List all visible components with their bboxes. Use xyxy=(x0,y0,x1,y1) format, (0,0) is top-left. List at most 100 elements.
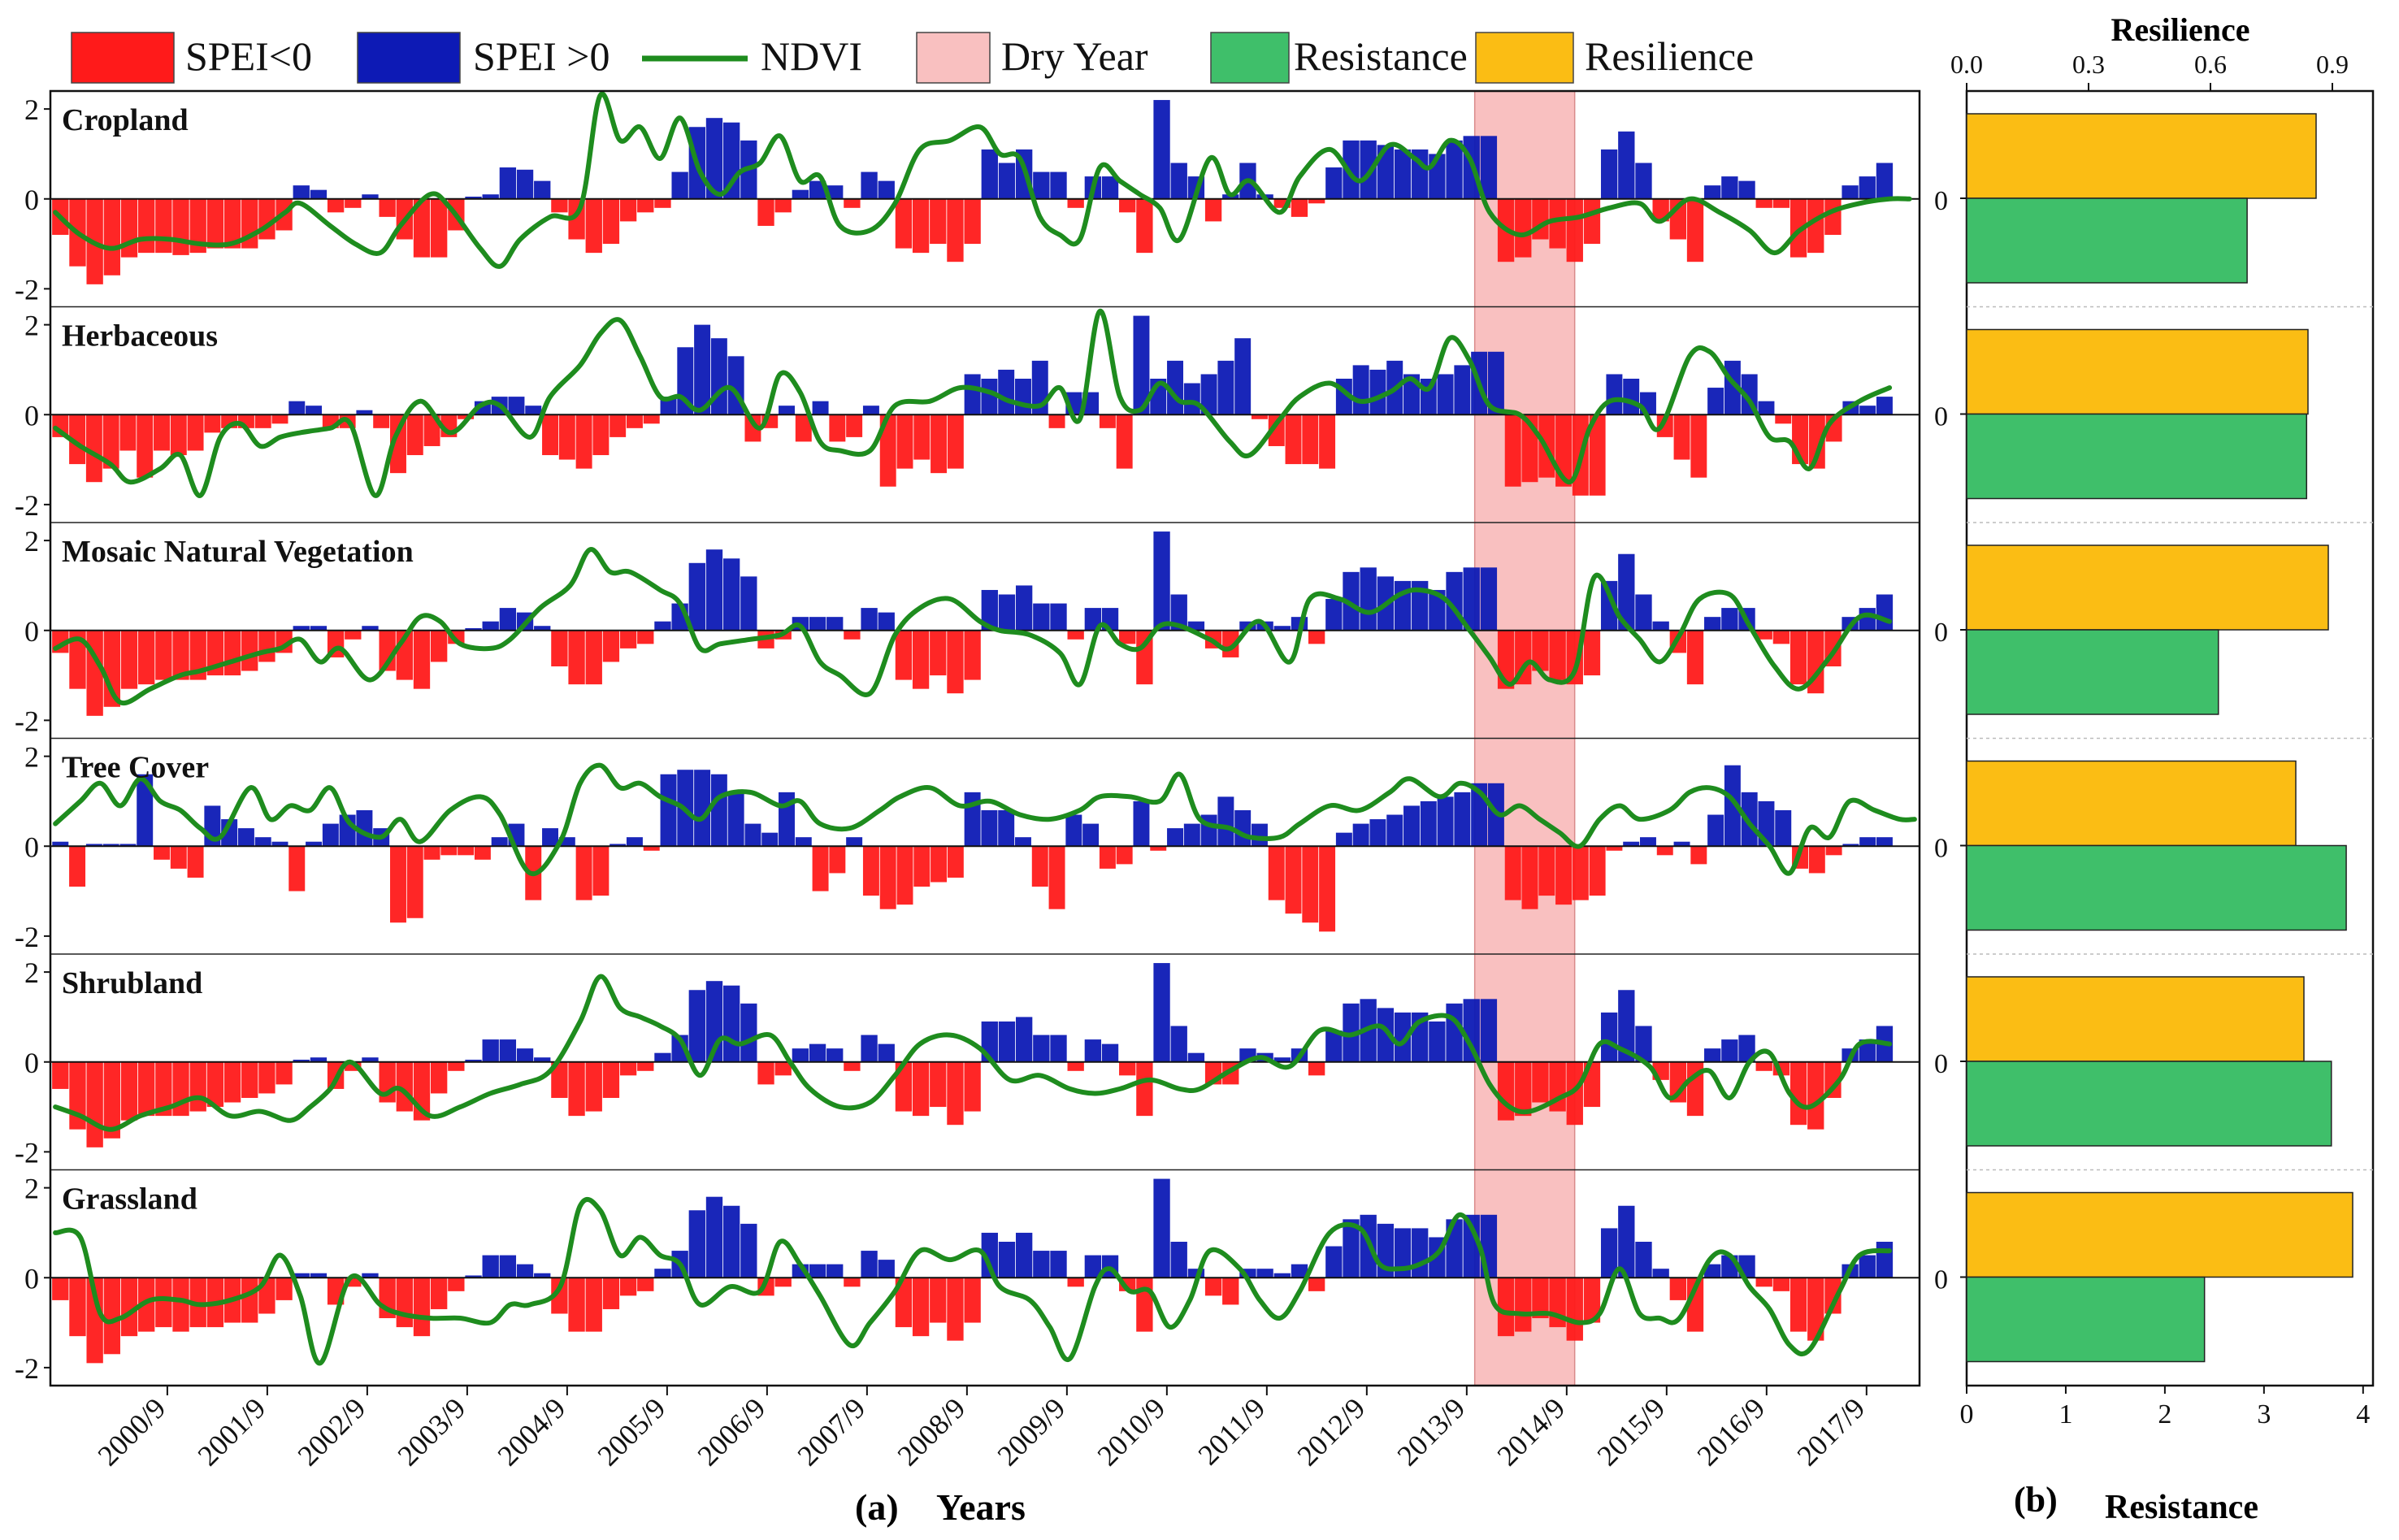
spei-bar xyxy=(1251,414,1268,419)
spei-bar xyxy=(1686,630,1704,685)
spei-bar xyxy=(120,198,138,258)
spei-bar xyxy=(1876,594,1894,631)
resistance-bar xyxy=(1966,1061,2332,1147)
spei-bar xyxy=(271,841,288,847)
spei-bar xyxy=(744,823,761,847)
spei-bar xyxy=(189,1061,206,1112)
spei-bar xyxy=(947,630,964,694)
spei-bar xyxy=(626,414,643,428)
spei-bar xyxy=(69,630,86,689)
spei-bar xyxy=(482,1039,499,1062)
spei-bar xyxy=(389,846,406,923)
y-tick-label: -2 xyxy=(15,921,39,953)
spei-bar xyxy=(1325,1030,1343,1062)
spei-bar xyxy=(947,846,964,878)
spei-bar xyxy=(345,198,362,208)
zero-label: 0 xyxy=(1934,1265,1948,1295)
spei-bar xyxy=(1497,1061,1515,1121)
spei-bar xyxy=(406,414,423,456)
spei-bar xyxy=(1859,406,1876,415)
x-tick-label: 2004/9 xyxy=(492,1391,572,1472)
spei-bar xyxy=(1343,571,1360,631)
spei-bar xyxy=(1707,814,1724,847)
y-tick-label: -2 xyxy=(15,489,39,522)
spei-bar xyxy=(1031,846,1048,887)
spei-bar xyxy=(1772,1278,1790,1291)
spei-bar xyxy=(431,1278,448,1309)
spei-bar xyxy=(187,414,204,451)
spei-bar xyxy=(1067,1061,1084,1071)
spei-bar xyxy=(1566,1278,1583,1341)
spei-bar xyxy=(1504,846,1521,900)
x-tick-label: 2017/9 xyxy=(1790,1391,1871,1472)
spei-bar xyxy=(637,1061,654,1071)
spei-bar xyxy=(516,1048,534,1062)
spei-bar xyxy=(1319,846,1336,932)
spei-bar xyxy=(809,1264,826,1278)
spei-bar xyxy=(423,846,440,860)
spei-bar xyxy=(895,630,913,680)
spei-bar xyxy=(1335,832,1352,847)
spei-bar xyxy=(761,832,779,847)
spei-bar xyxy=(1673,841,1690,847)
panel-b-label: (b) xyxy=(2014,1480,2058,1520)
spei-bar xyxy=(1721,176,1738,199)
spei-bar xyxy=(1251,823,1268,847)
spei-bar xyxy=(1807,1278,1824,1341)
spei-bar xyxy=(964,630,981,680)
spei-bar xyxy=(396,1278,413,1328)
spei-bar xyxy=(465,1275,482,1278)
spei-bar xyxy=(585,630,602,685)
spei-bar xyxy=(1170,594,1187,631)
spei-bar xyxy=(1741,792,1758,847)
panel-name: Shrubland xyxy=(62,966,202,1000)
spei-bar xyxy=(306,406,323,415)
spei-bar xyxy=(1532,198,1549,240)
spei-bar xyxy=(964,1061,981,1112)
spei-bar xyxy=(482,621,499,631)
spei-bar xyxy=(1606,846,1623,851)
spei-bar xyxy=(1487,351,1504,415)
spei-bar xyxy=(293,626,310,631)
panel-name: Herbaceous xyxy=(62,319,218,354)
spei-bar xyxy=(1204,198,1222,222)
panel-name: Grassland xyxy=(62,1182,197,1217)
spei-bar xyxy=(155,630,172,680)
spei-bar xyxy=(1136,1061,1153,1117)
spei-bar xyxy=(1583,630,1601,676)
spei-bar xyxy=(637,1278,654,1291)
spei-bar xyxy=(362,1057,379,1062)
spei-bar xyxy=(931,414,948,474)
y-tick-label: 0 xyxy=(24,1047,39,1079)
spei-bar xyxy=(1394,580,1412,631)
panel-grassland: 2 0 -2 Grassland xyxy=(15,1173,1920,1386)
panel-name: Mosaic Natural Vegetation xyxy=(62,535,414,569)
top-tick-label: 0.9 xyxy=(2316,50,2349,79)
spei-bar xyxy=(826,617,844,631)
spei-bar xyxy=(1308,630,1325,644)
spei-bar xyxy=(1549,198,1566,249)
spei-bar xyxy=(1876,397,1893,415)
spei-bar xyxy=(1325,1246,1343,1278)
spei-bar xyxy=(1015,1232,1033,1278)
spei-bar xyxy=(1480,136,1498,199)
spei-bar xyxy=(1119,198,1136,213)
spei-bar xyxy=(223,1061,241,1103)
spei-bar xyxy=(1015,585,1033,631)
spei-bar xyxy=(1640,837,1656,847)
spei-bar xyxy=(643,414,660,424)
spei-bar xyxy=(120,630,138,689)
spei-bar xyxy=(241,630,258,671)
zero-label: 0 xyxy=(1934,1049,1948,1079)
spei-bar xyxy=(137,774,154,847)
spei-bar xyxy=(1707,388,1724,415)
spei-bar xyxy=(1119,630,1136,644)
spei-bar xyxy=(568,1278,585,1332)
spei-bar xyxy=(1704,185,1721,199)
y-tick-label: -2 xyxy=(15,1352,39,1385)
bottom-tick-label: 3 xyxy=(2257,1399,2271,1429)
spei-bar xyxy=(1446,140,1463,199)
spei-bar xyxy=(1807,198,1824,254)
x-tick-label: 2009/9 xyxy=(991,1391,1072,1472)
spei-bar xyxy=(1589,846,1606,896)
